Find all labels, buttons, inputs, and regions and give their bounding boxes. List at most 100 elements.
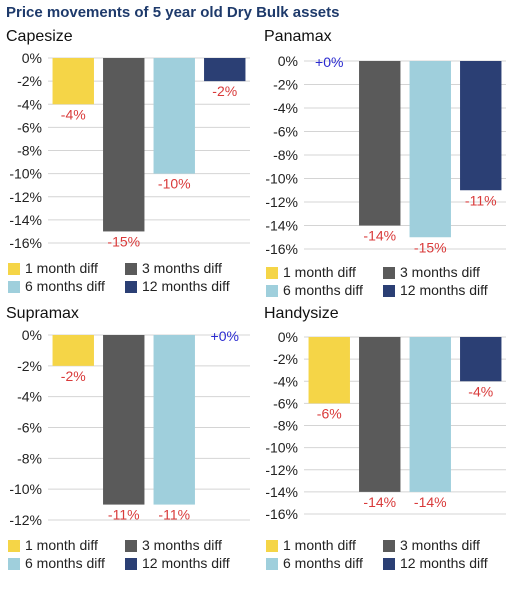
- y-tick-label: -4%: [273, 100, 298, 116]
- y-tick-label: -10%: [9, 166, 42, 182]
- y-tick-label: -12%: [9, 189, 42, 205]
- legend: 1 month diff 3 months diff 6 months diff 12…: [266, 537, 506, 573]
- bar: [460, 61, 502, 191]
- y-tick-label: -2%: [273, 351, 298, 367]
- y-tick-label: -6%: [273, 124, 298, 140]
- data-label: +0%: [211, 328, 239, 344]
- legend-label: 1 month diff: [25, 260, 98, 276]
- y-tick-label: 0%: [278, 53, 298, 69]
- y-tick-label: -4%: [17, 96, 42, 112]
- y-tick-label: -2%: [17, 358, 42, 374]
- legend-swatch: [383, 285, 395, 297]
- legend-swatch: [8, 281, 20, 293]
- y-tick-label: -8%: [273, 147, 298, 163]
- data-label: -14%: [363, 228, 396, 244]
- legend-label: 6 months diff: [283, 555, 363, 571]
- bar: [308, 337, 350, 404]
- plot-area: 0% -2% -4% -6% -8% -10% -12% -14% -16% +0% -14% -15…: [265, 53, 506, 257]
- chart-supramax: Supramax 0% -2% -4% -6% -8% -10% -12% -2% -11% -1…: [0, 305, 256, 575]
- chart-panamax: Panamax 0% -2% -4% -6% -8% -10% -12% -14% -16% +0…: [258, 28, 512, 298]
- legend-label: 12 months diff: [400, 555, 488, 571]
- plot-area: 0% -2% -4% -6% -8% -10% -12% -2% -11% -11% +0%: [9, 327, 250, 528]
- data-label: -4%: [61, 106, 86, 122]
- legend: 1 month diff 3 months diff 6 months diff 12…: [266, 264, 506, 300]
- legend-label: 3 months diff: [142, 260, 222, 276]
- legend-swatch: [8, 540, 20, 552]
- chart-capesize: Capesize 0% -2% -4% -6% -8% -10% -12% -14% -16% -…: [0, 28, 256, 298]
- data-label: -2%: [61, 368, 86, 384]
- bar: [359, 61, 401, 226]
- y-tick-label: -6%: [17, 119, 42, 135]
- bar: [153, 335, 195, 505]
- legend-swatch: [383, 267, 395, 279]
- legend-swatch: [383, 540, 395, 552]
- plot-area: 0% -2% -4% -6% -8% -10% -12% -14% -16% -4% -15% -10…: [9, 50, 250, 251]
- y-tick-label: 0%: [22, 50, 42, 66]
- page-title: Price movements of 5 year old Dry Bulk a…: [6, 4, 340, 21]
- chart-title: Panamax: [264, 28, 332, 45]
- y-tick-label: -14%: [265, 218, 298, 234]
- legend-swatch: [125, 558, 137, 570]
- legend-swatch: [266, 285, 278, 297]
- legend-label: 3 months diff: [142, 537, 222, 553]
- y-tick-label: -10%: [9, 481, 42, 497]
- legend-swatch: [125, 281, 137, 293]
- y-tick-label: -10%: [265, 171, 298, 187]
- legend: 1 month diff 3 months diff 6 months diff 12…: [8, 537, 248, 573]
- y-tick-label: 0%: [278, 329, 298, 345]
- y-tick-label: -6%: [17, 420, 42, 436]
- legend-swatch: [266, 540, 278, 552]
- data-label: -14%: [363, 494, 396, 510]
- bar: [204, 58, 246, 82]
- data-label: -11%: [158, 507, 190, 523]
- legend-label: 1 month diff: [283, 264, 356, 280]
- data-label: -10%: [158, 176, 191, 192]
- y-tick-label: -6%: [273, 395, 298, 411]
- data-label: -14%: [414, 494, 447, 510]
- data-label: -6%: [317, 405, 342, 421]
- bar: [409, 337, 451, 492]
- bar: [103, 335, 145, 505]
- y-tick-label: -8%: [273, 418, 298, 434]
- y-tick-label: -12%: [265, 194, 298, 210]
- bar: [52, 58, 94, 105]
- y-tick-label: -14%: [265, 484, 298, 500]
- legend-swatch: [266, 558, 278, 570]
- y-tick-label: -10%: [265, 440, 298, 456]
- legend: 1 month diff 3 months diff 6 months diff 12…: [8, 260, 248, 296]
- data-label: -2%: [212, 83, 237, 99]
- chart-title: Handysize: [264, 305, 339, 322]
- y-tick-label: -12%: [9, 512, 42, 528]
- data-label: +0%: [315, 54, 343, 70]
- bar: [52, 335, 94, 366]
- y-tick-label: -8%: [17, 143, 42, 159]
- legend-swatch: [383, 558, 395, 570]
- legend-label: 12 months diff: [142, 278, 230, 294]
- y-tick-label: -2%: [273, 77, 298, 93]
- bar: [409, 61, 451, 238]
- data-label: -4%: [468, 383, 493, 399]
- bar: [359, 337, 401, 492]
- bar: [103, 58, 145, 232]
- chart-title: Capesize: [6, 28, 73, 45]
- legend-swatch: [8, 263, 20, 275]
- legend-label: 6 months diff: [283, 282, 363, 298]
- legend-label: 3 months diff: [400, 264, 480, 280]
- legend-label: 6 months diff: [25, 278, 105, 294]
- y-tick-label: -8%: [17, 450, 42, 466]
- legend-label: 12 months diff: [400, 282, 488, 298]
- bar: [153, 58, 195, 174]
- legend-label: 1 month diff: [25, 537, 98, 553]
- data-label: -11%: [465, 192, 497, 208]
- legend-label: 1 month diff: [283, 537, 356, 553]
- data-label: -15%: [414, 239, 447, 255]
- legend-swatch: [125, 263, 137, 275]
- y-tick-label: -16%: [265, 506, 298, 522]
- data-label: -11%: [108, 507, 140, 523]
- y-tick-label: -2%: [17, 73, 42, 89]
- plot-area: 0% -2% -4% -6% -8% -10% -12% -14% -16% -6% -14% -14…: [265, 329, 506, 522]
- y-tick-label: -4%: [273, 373, 298, 389]
- y-tick-label: -16%: [265, 241, 298, 257]
- data-label: -15%: [107, 233, 140, 249]
- legend-swatch: [125, 540, 137, 552]
